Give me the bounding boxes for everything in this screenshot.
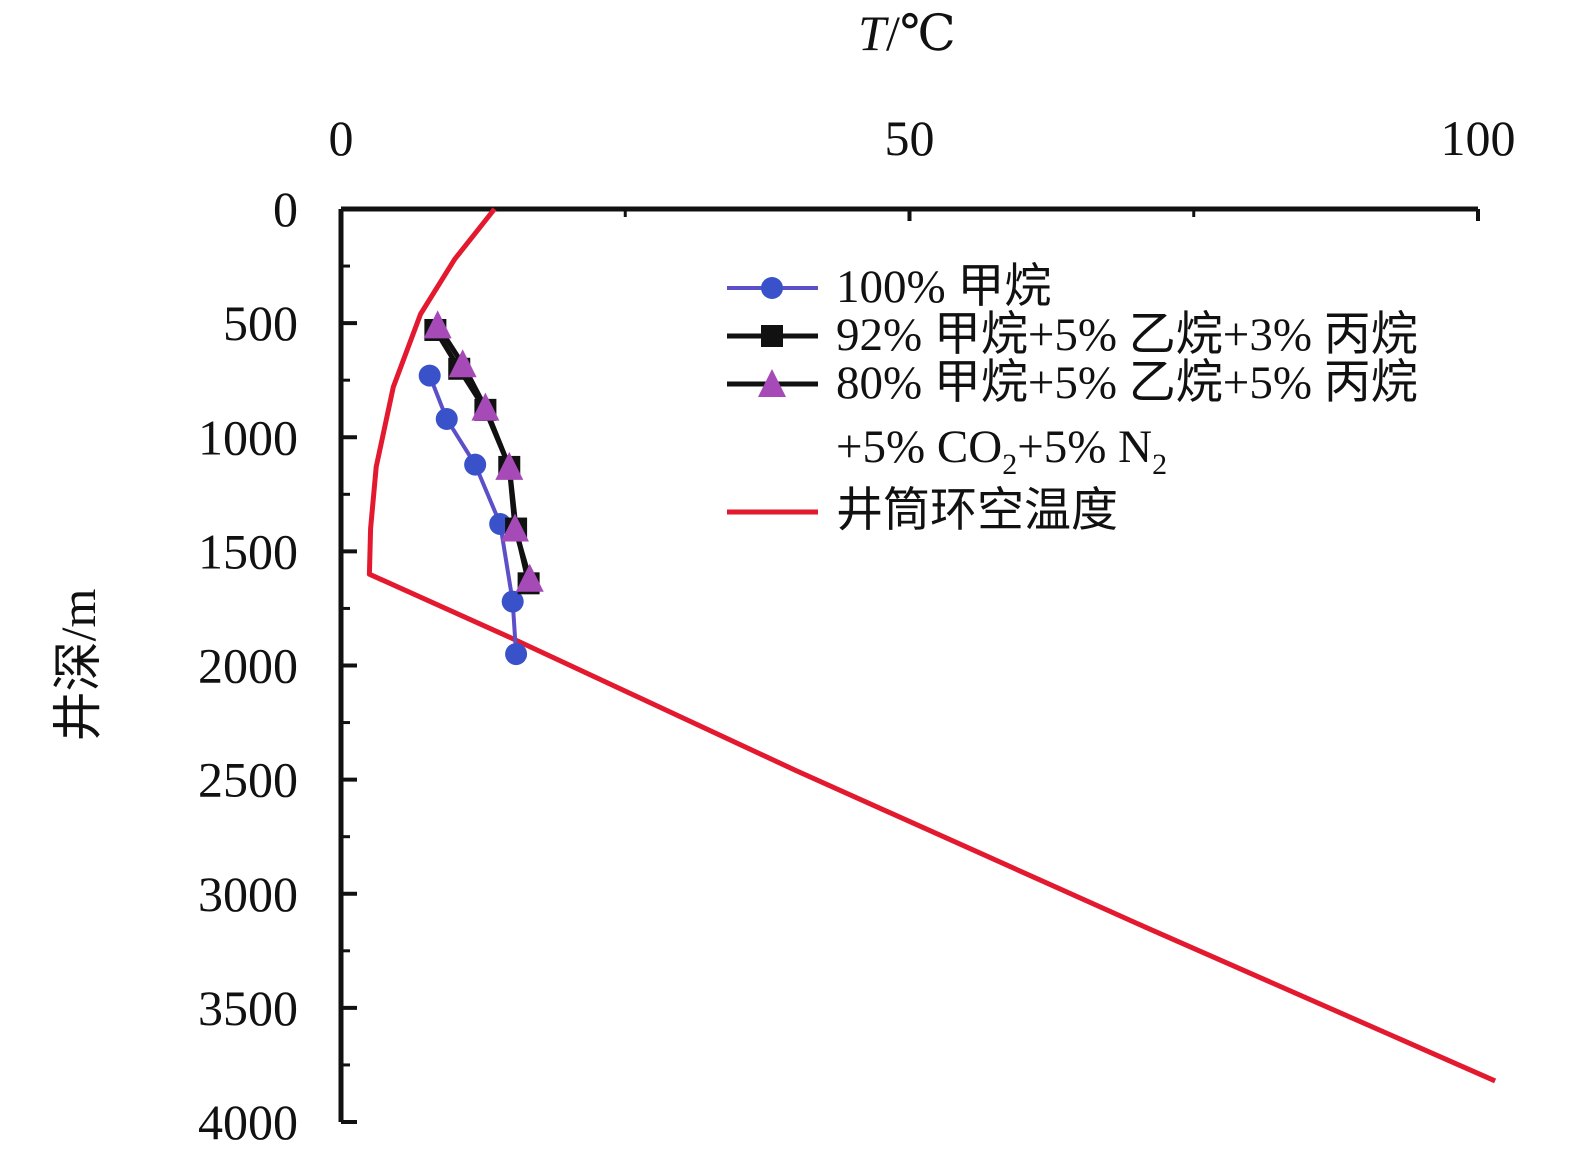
legend-label-annulus-temp: 井筒环空温度	[836, 485, 1118, 537]
x-axis-title-italic: T	[858, 5, 889, 61]
x-tick-label: 50	[885, 110, 935, 166]
legend-marker-triangle	[758, 369, 786, 397]
data-point-triangle	[471, 392, 500, 421]
legend-item-annulus-temp: 井筒环空温度	[727, 485, 1118, 537]
y-tick-label: 2500	[198, 752, 298, 808]
data-point-triangle	[495, 451, 524, 480]
data-point-circle	[435, 407, 458, 430]
svg-text:T/℃: T/℃	[858, 5, 956, 61]
x-tick-label: 0	[329, 110, 354, 166]
x-tick-label: 100	[1441, 110, 1516, 166]
data-point-triangle	[448, 349, 477, 378]
annulus-temp-series	[366, 207, 1497, 1084]
mix-80-series	[423, 310, 544, 592]
data-point-circle	[464, 453, 487, 476]
legend-item-mix-92: 92% 甲烷+5% 乙烷+3% 丙烷	[727, 309, 1418, 361]
y-tick-label: 500	[223, 295, 298, 351]
data-point-circle	[418, 364, 441, 387]
legend-co2-prefix: +5% CO	[836, 421, 1002, 473]
methane-series	[418, 364, 528, 666]
y-axis-title: 井深/m	[50, 589, 106, 742]
x-axis-title-unit: /℃	[886, 5, 956, 61]
x-axis-title: T/℃	[858, 5, 956, 61]
legend-label-methane: 100% 甲烷	[836, 261, 1051, 313]
data-point-circle	[505, 643, 528, 666]
legend-label-mix-80-line2: +5% CO2+5% N2	[836, 421, 1167, 481]
legend-item-mix-80: 80% 甲烷+5% 乙烷+5% 丙烷 +5% CO2+5% N2	[727, 357, 1418, 481]
y-tick-label: 4000	[198, 1094, 298, 1150]
data-point-triangle	[423, 310, 452, 339]
data-point-triangle	[500, 513, 529, 542]
y-tick-label: 2000	[198, 638, 298, 694]
data-point-triangle	[515, 563, 544, 592]
series-layer	[366, 207, 1497, 1084]
legend-marker-circle	[761, 277, 783, 299]
legend-item-methane: 100% 甲烷	[727, 261, 1051, 313]
legend-co2-subscript: 2	[1002, 448, 1017, 481]
y-tick-label: 1500	[198, 523, 298, 579]
data-point-circle	[501, 590, 524, 613]
annulus-temp-series-line	[366, 207, 1497, 1084]
y-tick-label: 0	[273, 181, 298, 237]
y-tick-label: 3500	[198, 980, 298, 1036]
legend: 100% 甲烷 92% 甲烷+5% 乙烷+3% 丙烷 80% 甲烷+5% 乙烷+…	[727, 261, 1418, 537]
legend-n2-subscript: 2	[1152, 448, 1167, 481]
y-tick-label: 3000	[198, 866, 298, 922]
legend-label-mix-80-line1: 80% 甲烷+5% 乙烷+5% 丙烷	[836, 357, 1418, 409]
legend-n2-prefix: +5% N	[1017, 421, 1152, 473]
y-tick-label: 1000	[198, 409, 298, 465]
legend-marker-square	[761, 325, 783, 347]
legend-label-mix-92: 92% 甲烷+5% 乙烷+3% 丙烷	[836, 309, 1418, 361]
